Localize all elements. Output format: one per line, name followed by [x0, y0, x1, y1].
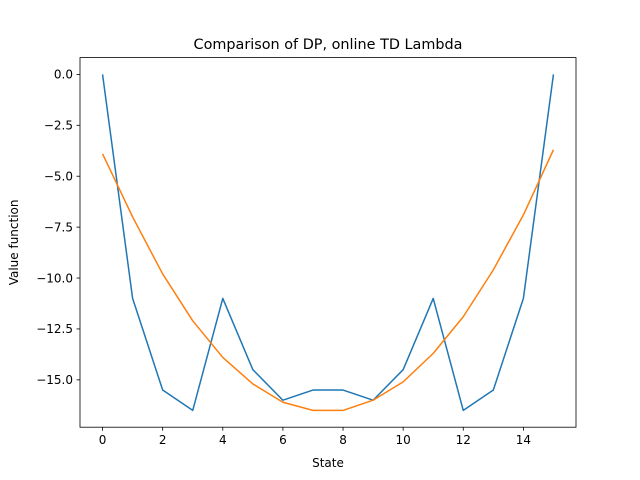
y-tick-label: 0.0	[54, 68, 73, 82]
x-tick-label: 4	[219, 433, 227, 447]
x-tick-label: 2	[159, 433, 167, 447]
x-tick-label: 6	[279, 433, 287, 447]
y-tick-label: −5.0	[44, 170, 73, 184]
x-tick-label: 0	[99, 433, 107, 447]
y-tick-label: −10.0	[36, 271, 73, 285]
x-axis-label: State	[312, 456, 344, 470]
plot-area	[101, 74, 555, 412]
series-line-1	[101, 74, 555, 412]
y-tick-label: −7.5	[44, 220, 73, 234]
x-tick-label: 14	[516, 433, 531, 447]
x-tick-label: 12	[456, 433, 471, 447]
y-axis-label: Value function	[7, 200, 21, 286]
x-tick-label: 10	[396, 433, 411, 447]
x-tick-label: 8	[339, 433, 347, 447]
axes-frame	[79, 57, 577, 428]
y-tick-label: −2.5	[44, 119, 73, 133]
chart-title: Comparison of DP, online TD Lambda	[194, 37, 463, 53]
series-line-2	[101, 149, 555, 412]
y-tick-label: −12.5	[36, 322, 73, 336]
y-tick-label: −15.0	[36, 373, 73, 387]
